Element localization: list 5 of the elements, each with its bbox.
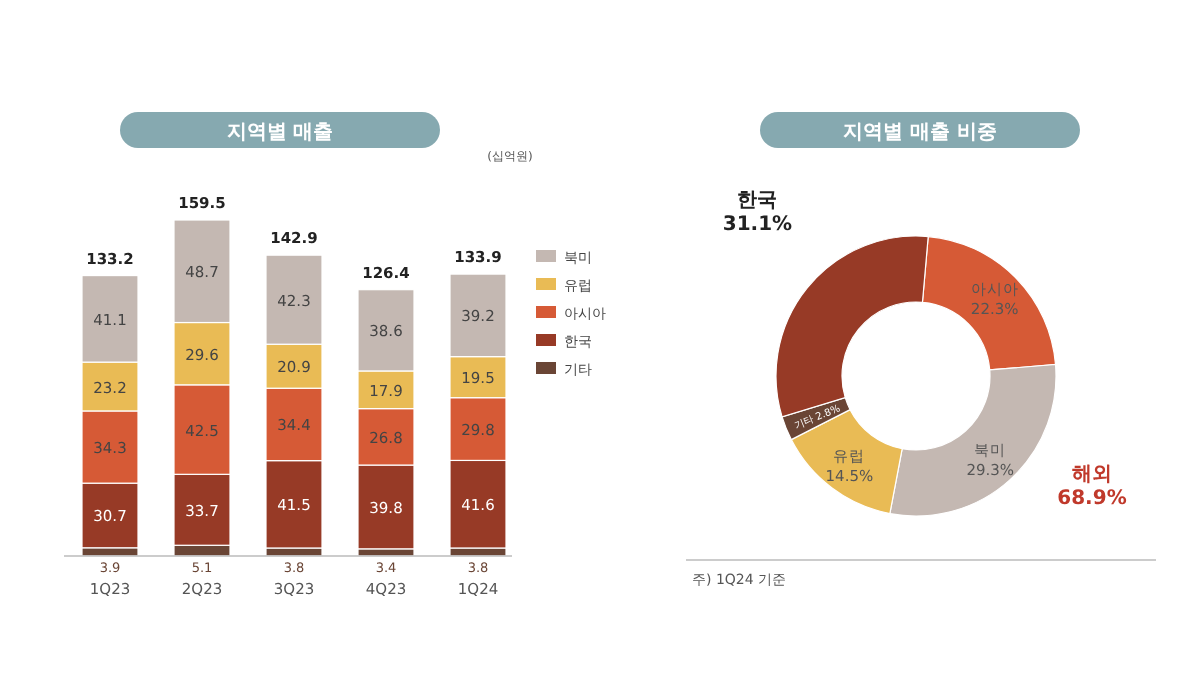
text: 해외 68.9% [1057,464,1127,510]
slice-label: 한국 [737,190,778,213]
chart-title: 지역별 매출 비중 [843,122,997,144]
chart-title: 지역별 매출 [226,122,334,144]
data-label: 31.1% [722,214,793,237]
